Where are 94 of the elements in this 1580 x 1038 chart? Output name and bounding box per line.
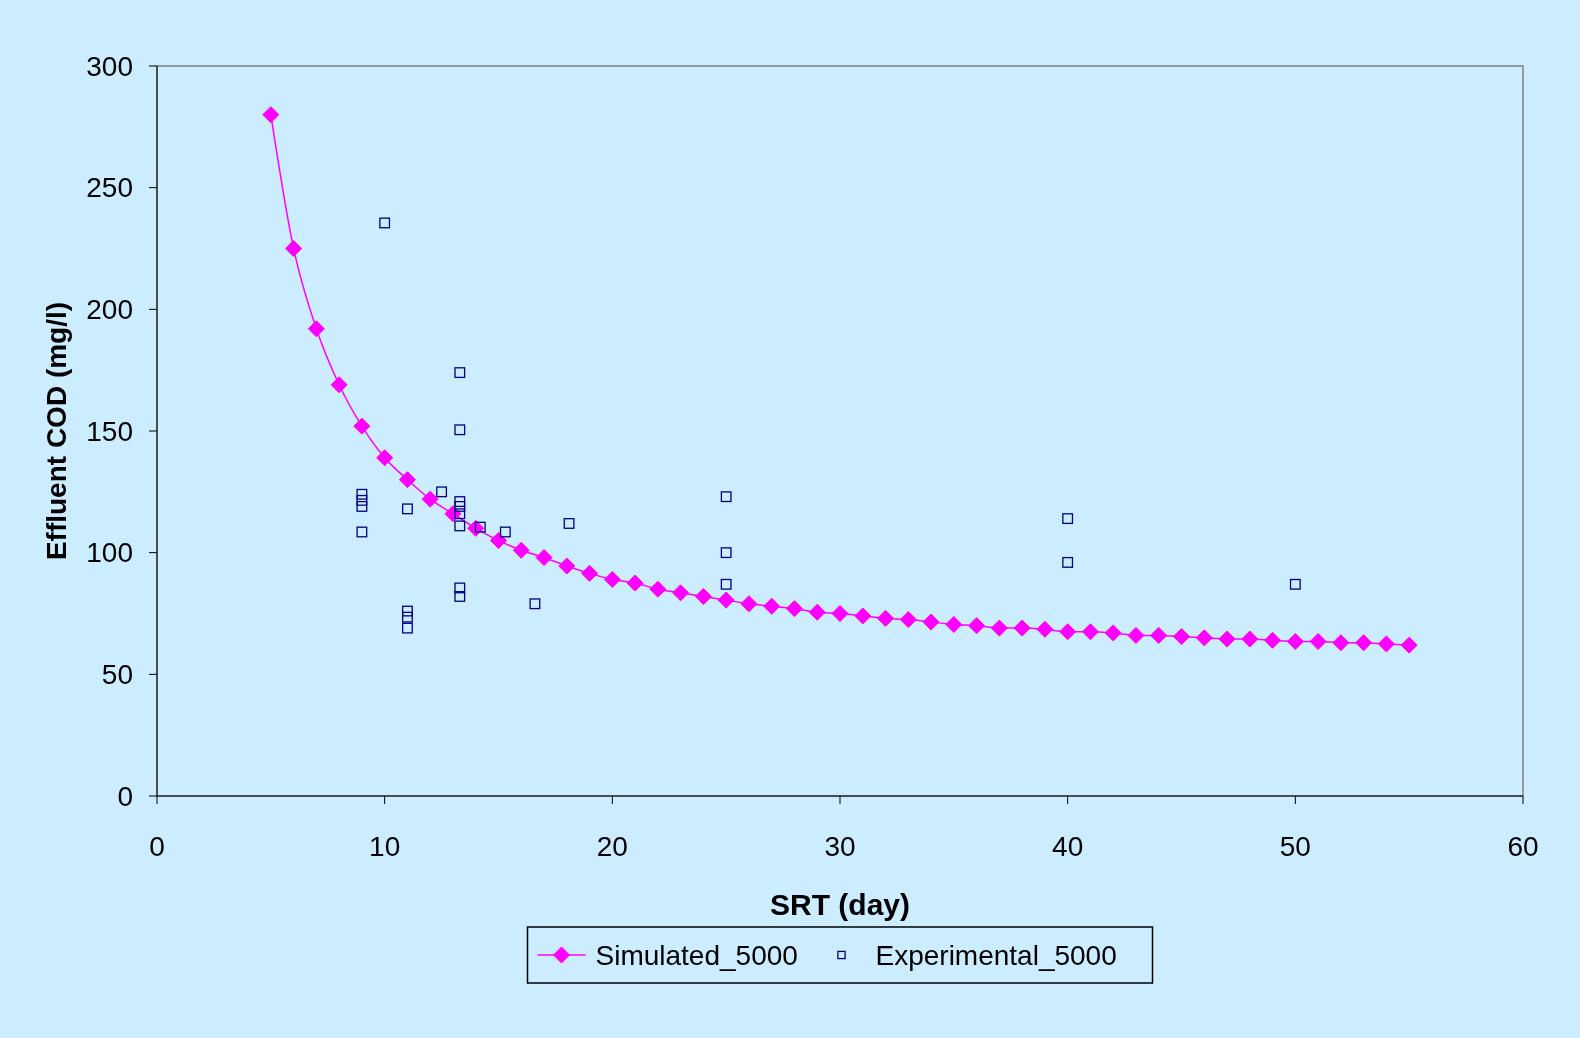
point [379,217,391,229]
y-tick-label: 250 [86,172,133,204]
point [401,611,413,623]
point [356,526,368,538]
point [376,449,394,467]
point [1013,619,1031,637]
legend-label: Simulated_5000 [595,939,798,971]
point [831,605,849,622]
point [1241,630,1259,648]
point [307,320,325,338]
point [649,580,667,598]
point [563,518,575,529]
x-tick-label: 30 [824,831,856,862]
point [454,582,466,594]
point [454,424,466,436]
point [1218,630,1236,648]
point [285,240,303,257]
point [1062,513,1074,525]
x-tick-label: 20 [596,831,628,862]
y-tick-label: 50 [101,659,133,691]
point [398,471,416,489]
point [490,532,507,549]
point [626,574,644,592]
point [1062,556,1074,568]
point [1289,578,1301,590]
point [854,607,872,625]
point [1400,636,1418,654]
point [401,503,413,515]
point [454,591,466,602]
point [672,584,690,602]
point [1264,631,1282,649]
point [899,611,917,629]
point [512,541,530,559]
point [922,613,940,631]
point [717,591,735,609]
point [945,615,963,633]
point [1036,620,1054,638]
y-tick-label: 200 [86,294,133,326]
x-tick-label: 10 [369,831,401,862]
point [720,547,732,559]
x-axis-title: SRT (day) [769,888,911,921]
point [1309,632,1327,650]
point [968,617,986,635]
point [436,486,448,498]
point [720,491,732,503]
point [603,570,621,588]
point [454,520,466,532]
point [535,549,553,567]
legend-label: Experimental_5000 [875,939,1117,971]
point [763,597,781,615]
point [401,605,413,617]
x-tick-label: 50 [1279,831,1311,862]
point [694,587,712,605]
point [877,609,895,627]
point [454,500,466,512]
point [1127,626,1145,644]
point [808,603,826,621]
y-tick-label: 100 [86,537,133,569]
point [421,490,439,508]
point [1081,623,1099,641]
point [740,595,758,613]
y-tick-label: 0 [117,780,133,812]
point [1377,635,1395,653]
point [499,526,511,538]
point [262,106,280,124]
point [353,417,371,435]
point [454,508,466,520]
point [529,598,541,610]
x-tick-label: 0 [149,831,165,862]
point [454,367,466,379]
point [1104,624,1122,642]
y-tick-label: 150 [86,415,133,447]
x-tick-label: 60 [1507,831,1539,862]
y-axis-title: Effluent COD (mg/l) [41,301,72,561]
x-tick-label: 40 [1052,831,1084,862]
point [720,578,732,590]
point [1150,626,1168,644]
point [401,622,413,634]
point [356,494,368,506]
point [785,600,803,618]
point [1286,632,1304,650]
point [454,496,466,508]
point [1173,628,1190,646]
point [356,500,368,512]
point [1332,634,1350,652]
point [1059,623,1077,641]
point [581,564,599,582]
point [558,557,576,575]
point [1195,629,1213,647]
y-tick-label: 300 [86,50,133,82]
point [330,376,348,394]
point [1355,634,1373,652]
point [356,488,368,500]
point [990,619,1008,637]
